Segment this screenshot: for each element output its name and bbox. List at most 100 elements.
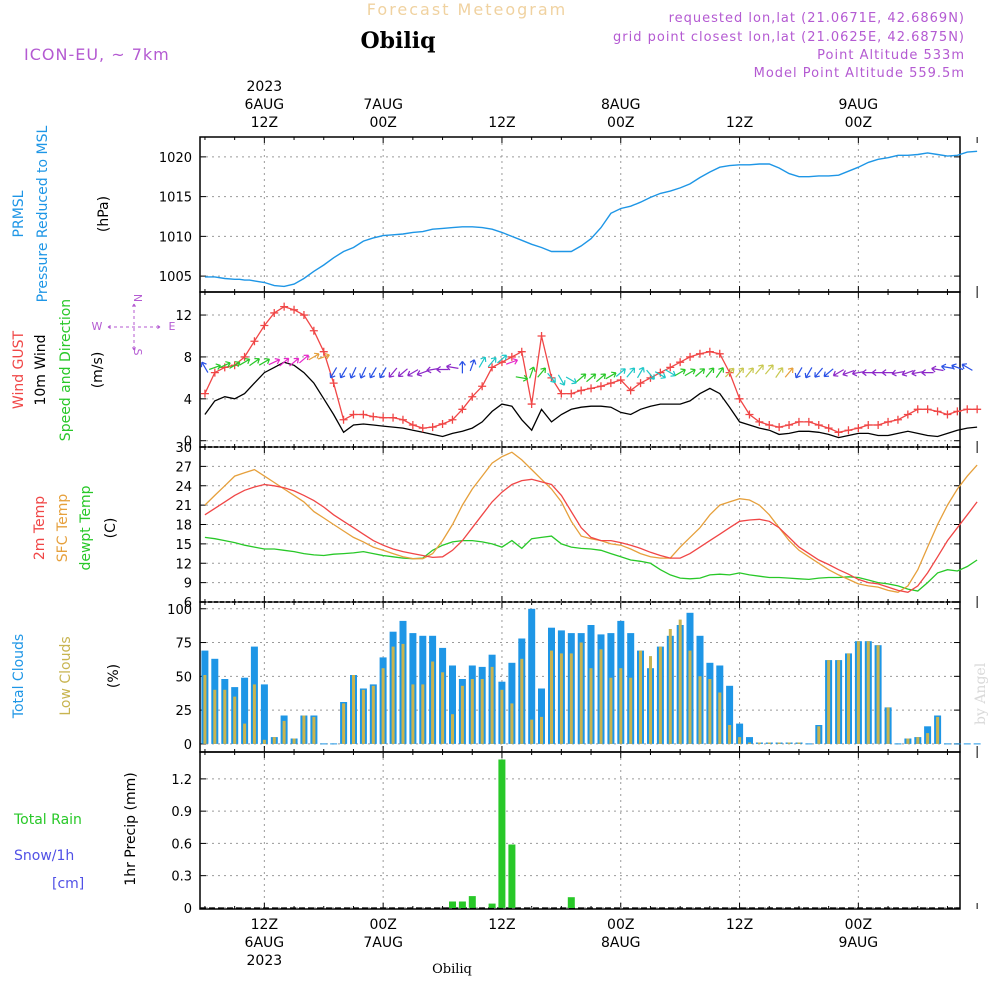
wind-arrow [359, 366, 367, 379]
wind-arrow [674, 368, 686, 377]
wind-arrow [615, 368, 626, 377]
gust-marker [398, 415, 407, 424]
wind-arrow [605, 371, 617, 380]
low-cloud-bar [728, 725, 732, 744]
y-tick-label: 0 [184, 435, 192, 450]
gust-marker [299, 311, 308, 320]
gust-marker [913, 405, 922, 414]
gust-marker [973, 405, 982, 414]
wind-arrow [487, 357, 497, 368]
low-cloud-bar [688, 650, 692, 744]
model-label: ICON-EU, ~ 7km [24, 45, 170, 64]
wind-arrow [497, 354, 508, 364]
wind-arrow [764, 364, 774, 375]
low-cloud-bar [480, 679, 484, 744]
wind-arrow [349, 366, 357, 379]
gust-marker [705, 347, 714, 356]
gust-marker [517, 347, 526, 356]
wind-arrow [814, 367, 824, 378]
low-cloud-bar [569, 653, 573, 744]
low-cloud-bar [540, 716, 543, 744]
wind-arrow [329, 367, 338, 379]
gust-marker [567, 389, 576, 398]
low-cloud-bar [757, 742, 761, 744]
wind-arrow [724, 367, 735, 378]
gust-marker [507, 352, 516, 361]
time-label-top: 7AUG [363, 97, 403, 113]
time-label-bottom: 00Z [607, 917, 634, 933]
legend-snow-unit: [cm] [52, 876, 84, 892]
wind-arrow [505, 358, 519, 365]
y-tick-label: 75 [175, 637, 192, 652]
time-label-top: 12Z [251, 115, 278, 131]
gust-marker [468, 392, 477, 401]
low-cloud-bar [599, 649, 603, 744]
unit-c: (C) [103, 518, 119, 539]
low-cloud-bar [738, 737, 742, 744]
y-tick-label: 9 [184, 577, 192, 592]
wind-10m-line [204, 361, 978, 439]
gust-marker [745, 410, 754, 419]
gust-marker [933, 407, 942, 416]
low-cloud-bar [490, 666, 494, 744]
low-cloud-bar [837, 660, 841, 744]
wind-arrow [921, 369, 934, 377]
wind-arrow [557, 374, 566, 386]
wind-arrow [654, 371, 667, 379]
ylabel-wind: 10m Wind [33, 334, 49, 405]
low-cloud-bar [223, 689, 227, 744]
wind-arrow [299, 354, 310, 364]
gust-marker [448, 415, 457, 424]
point-altitude: Point Altitude 533m [817, 48, 965, 63]
gust-marker [329, 379, 338, 388]
y-tick-label: 8 [184, 351, 192, 366]
gust-marker [240, 352, 249, 361]
gust-marker [864, 421, 873, 430]
low-cloud-bar [639, 650, 642, 744]
gust-marker [606, 379, 615, 388]
low-cloud-bar [213, 689, 217, 744]
low-cloud-bar [352, 675, 355, 744]
ylabel-total-clouds: Total Clouds [11, 634, 27, 719]
y-tick-label: 1005 [159, 270, 192, 285]
gust-marker [735, 394, 744, 403]
wind-arrow [804, 367, 813, 379]
gust-marker [874, 421, 883, 430]
wind-arrow [646, 369, 655, 380]
wind-arrow [705, 367, 715, 378]
wind-arrow [249, 358, 260, 367]
wind-arrow [901, 370, 914, 377]
wind-arrow [891, 369, 905, 377]
wind-arrow [961, 363, 973, 371]
low-cloud-bar [530, 719, 534, 744]
time-label-bottom: 00Z [845, 917, 872, 933]
wind-arrow [446, 363, 459, 371]
wind-arrow [842, 370, 855, 377]
total-cloud-bar [726, 685, 734, 744]
total-cloud-bar [260, 684, 268, 744]
compass-rose [107, 303, 161, 351]
low-cloud-bar [926, 733, 930, 744]
panel-frame-precip [199, 751, 961, 910]
unit-hpa: (hPa) [96, 196, 112, 232]
sfc-temp-line [204, 451, 978, 593]
wind-arrow [369, 367, 377, 379]
time-label-bottom: 2023 [247, 953, 283, 969]
low-cloud-bar [589, 668, 593, 744]
wind-arrow [469, 359, 477, 372]
supertitle: Forecast Meteogram [367, 0, 567, 19]
wind-arrow [379, 367, 387, 379]
low-cloud-bar [312, 716, 316, 744]
wind-arrow [219, 361, 231, 369]
unit-percent: (%) [106, 664, 122, 688]
low-cloud-bar [847, 653, 850, 744]
wind-arrow [529, 366, 536, 379]
wind-arrow [458, 361, 466, 374]
low-cloud-bar [658, 646, 662, 744]
wind-arrow [308, 352, 320, 361]
wind-arrow [289, 357, 300, 367]
low-cloud-bar [609, 677, 613, 744]
y-tick-label: 18 [175, 519, 192, 534]
unit-ms: (m/s) [90, 352, 106, 389]
gust-marker [923, 405, 932, 414]
